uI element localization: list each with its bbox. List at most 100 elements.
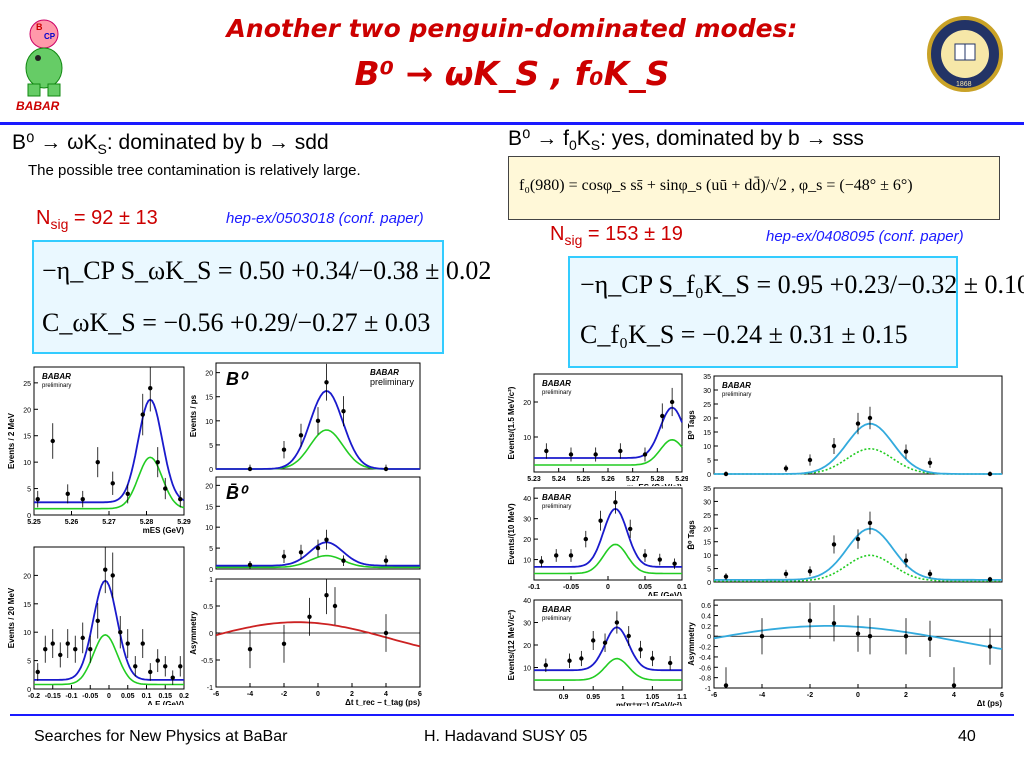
data-point bbox=[618, 448, 623, 454]
chart-f0-dt-b0bar: 0 5 10 15 20 25 30 35 B̄⁰ Tags bbox=[687, 486, 1003, 587]
data-point bbox=[324, 380, 329, 385]
plot-frame bbox=[533, 487, 683, 581]
plot-frame bbox=[215, 476, 421, 570]
y-tick-label: 20 bbox=[703, 416, 711, 423]
x-tick-label: 0.05 bbox=[121, 693, 135, 700]
panel-label: B̄⁰ bbox=[226, 483, 249, 503]
right-mode-sub: 0 bbox=[568, 137, 577, 154]
f0-formula: f₀(980) = cosφ_s ss̄ + sinφ_s (uū + dd̄)… bbox=[519, 177, 913, 194]
plot-frame bbox=[533, 373, 683, 473]
data-point bbox=[73, 647, 78, 652]
data-point bbox=[43, 647, 48, 652]
svg-text:CP: CP bbox=[44, 32, 56, 41]
y-tick-label: 15 bbox=[205, 504, 213, 511]
data-point bbox=[178, 664, 183, 669]
babar-logo-text: BABAR bbox=[16, 99, 60, 113]
y-tick-label: 20 bbox=[205, 371, 213, 378]
data-point bbox=[247, 466, 253, 472]
x-axis-label: m_ES (GeV/c²) bbox=[627, 483, 682, 486]
panel-sublabel: preliminary bbox=[542, 390, 571, 396]
x-tick-label: 0.9 bbox=[559, 694, 569, 701]
data-point bbox=[568, 553, 574, 558]
y-tick-label: -0.6 bbox=[699, 665, 711, 672]
y-tick-label: 15 bbox=[205, 395, 213, 402]
data-point bbox=[568, 452, 574, 457]
plot-frame bbox=[713, 375, 1003, 475]
y-tick-label: 10 bbox=[523, 666, 531, 673]
right-result-box: −η_CP S_f₀K_S = 0.95 +0.23/−0.32 ± 0.10 … bbox=[568, 256, 1024, 368]
left-nsig-value: = 92 ± 13 bbox=[73, 207, 158, 229]
data-point bbox=[855, 536, 861, 542]
y-tick-label: 1 bbox=[209, 577, 213, 584]
data-point bbox=[341, 408, 346, 414]
right-mode-mid: K bbox=[576, 127, 591, 150]
data-point bbox=[579, 656, 584, 661]
x-tick-label: 0 bbox=[107, 693, 111, 700]
f0-formula-box: f₀(980) = cosφ_s ss̄ + sinφ_s (uū + dd̄)… bbox=[508, 156, 1000, 220]
y-tick-label: 25 bbox=[703, 402, 711, 409]
y-tick-label: 20 bbox=[205, 483, 213, 490]
data-point bbox=[667, 660, 673, 666]
x-tick-label: 5.24 bbox=[552, 476, 566, 483]
x-tick-label: 5.27 bbox=[626, 476, 640, 483]
x-axis-label: Δt (ps) bbox=[977, 699, 1003, 708]
fit-signal-curve bbox=[534, 657, 682, 681]
y-tick-label: 15 bbox=[703, 430, 711, 437]
y-tick-label: 35 bbox=[703, 486, 711, 493]
y-axis-label: Events/(10 MeV) bbox=[508, 503, 516, 565]
data-point bbox=[723, 574, 729, 579]
x-axis-label: m(π⁺π⁻) (GeV/c²) bbox=[616, 701, 682, 706]
y-tick-label: 5 bbox=[707, 458, 711, 465]
data-point bbox=[927, 460, 933, 465]
data-point bbox=[544, 448, 549, 454]
right-c-result: C_f₀K_S = −0.24 ± 0.31 ± 0.15 bbox=[580, 320, 908, 349]
data-point bbox=[140, 412, 145, 417]
data-point bbox=[298, 433, 304, 438]
data-point bbox=[95, 618, 100, 624]
y-axis-label: B⁰ Tags bbox=[687, 410, 696, 440]
fit-total-curve bbox=[34, 579, 184, 681]
footer-rule bbox=[10, 714, 1014, 716]
data-point bbox=[855, 631, 861, 636]
right-mode-sub2: S bbox=[590, 137, 601, 154]
data-point bbox=[539, 559, 544, 564]
data-point bbox=[831, 443, 837, 449]
x-tick-label: 5.27 bbox=[102, 519, 116, 526]
data-point bbox=[341, 558, 346, 563]
left-c-result: C_ωK_S = −0.56 +0.29/−0.27 ± 0.03 bbox=[42, 308, 431, 337]
y-tick-label: 10 bbox=[205, 419, 213, 426]
chart-omega-dt-b0bar: 0 5 10 15 20 B̄⁰ bbox=[205, 476, 421, 573]
data-point bbox=[903, 449, 909, 454]
data-point bbox=[626, 633, 631, 639]
data-point bbox=[125, 641, 130, 646]
plot-frame bbox=[33, 546, 185, 690]
x-tick-label: 5.29 bbox=[675, 476, 688, 483]
svg-text:B: B bbox=[36, 22, 43, 32]
y-axis-label: B̄⁰ Tags bbox=[687, 520, 696, 550]
x-tick-label: 5.26 bbox=[601, 476, 615, 483]
x-tick-label: 5.23 bbox=[527, 476, 541, 483]
data-point bbox=[383, 466, 389, 472]
left-result-box: −η_CP S_ωK_S = 0.50 +0.34/−0.38 ± 0.02 C… bbox=[32, 240, 491, 354]
data-point bbox=[247, 562, 253, 568]
data-point bbox=[567, 658, 572, 663]
y-axis-label: Events / ps bbox=[189, 394, 198, 437]
panel-sublabel: preliminary bbox=[722, 392, 751, 398]
y-tick-label: 35 bbox=[703, 374, 711, 381]
chart-f0-de: 10 20 30 40 -0.1 -0.05 0 0.05 0.1 BABAR preliminar… bbox=[508, 487, 687, 596]
fit-signal-curve bbox=[34, 456, 185, 510]
x-tick-label: 4 bbox=[952, 692, 956, 699]
x-tick-label: 0.15 bbox=[158, 693, 172, 700]
y-tick-label: 0 bbox=[27, 687, 31, 694]
x-tick-label: -0.1 bbox=[528, 584, 540, 591]
y-tick-label: -0.4 bbox=[699, 655, 711, 662]
data-point bbox=[315, 418, 321, 424]
fit-total-curve bbox=[534, 507, 682, 568]
x-tick-label: 6 bbox=[1000, 692, 1004, 699]
data-point bbox=[987, 471, 993, 477]
y-tick-label: 0.2 bbox=[701, 624, 711, 631]
data-point bbox=[383, 630, 389, 636]
data-point bbox=[95, 459, 100, 465]
data-point bbox=[281, 554, 287, 559]
x-tick-label: 0.1 bbox=[142, 693, 152, 700]
